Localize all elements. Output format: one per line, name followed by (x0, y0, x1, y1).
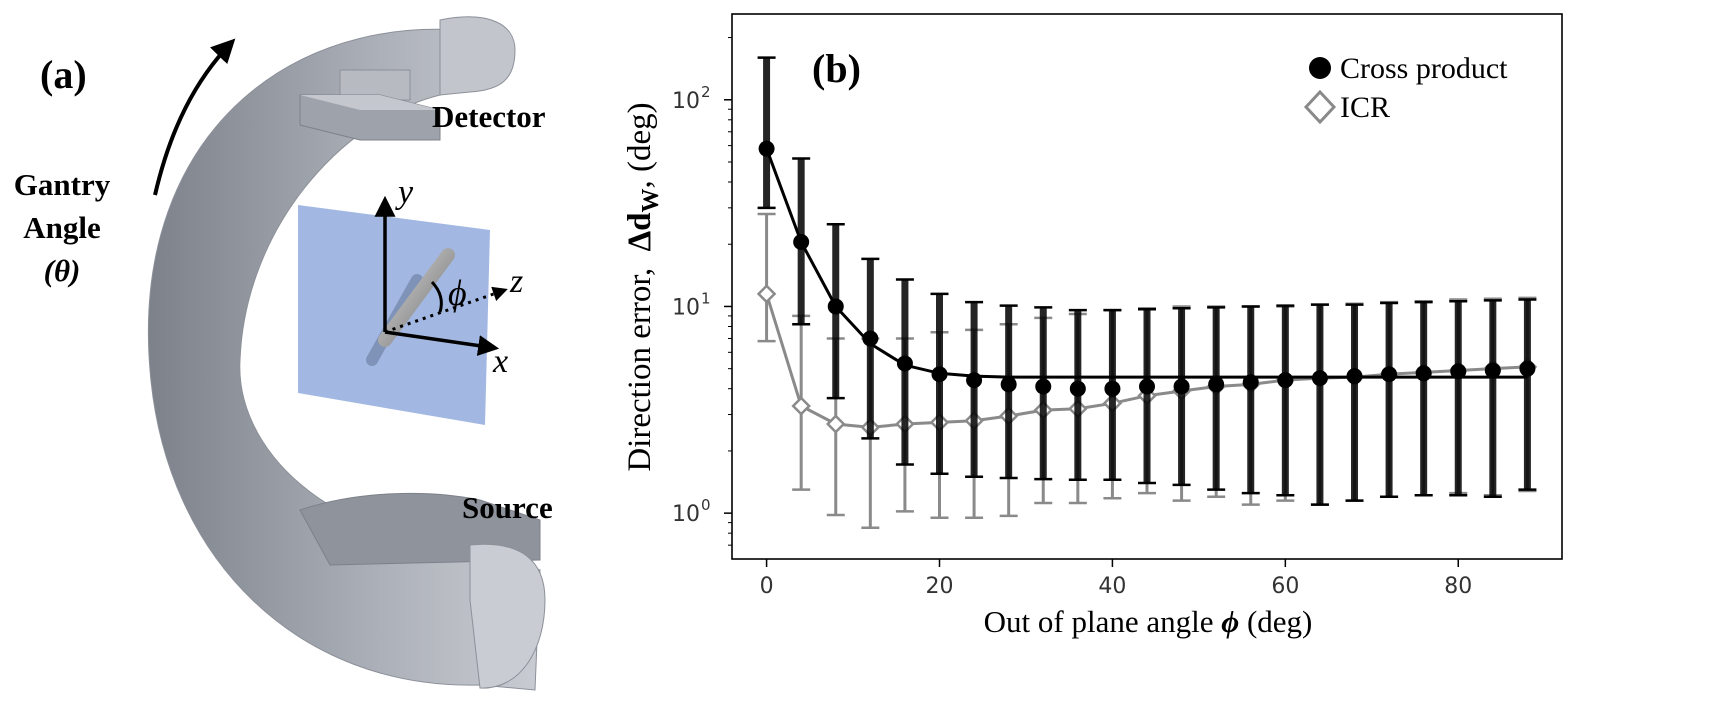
y-tick-label-exponent: 0 (701, 496, 711, 514)
x-axis-label: Out of plane angle ϕ (deg) (984, 604, 1313, 639)
rotation-arrow (153, 38, 236, 196)
data-point-cross-product (1173, 378, 1190, 395)
data-point-cross-product (1415, 365, 1432, 382)
data-point-cross-product (966, 372, 983, 389)
data-point-cross-product (1519, 360, 1536, 377)
data-point-cross-product (1484, 362, 1501, 379)
series-cross-product (757, 56, 1537, 506)
y-axis-label: Direction error, ΔdW, (deg) (622, 102, 664, 471)
panel-a: (a) Gantry Angle (θ) Detector Source y z… (14, 16, 553, 691)
data-point-icr (756, 284, 777, 304)
gantry-bottom-cap (469, 543, 546, 689)
detector-top-face (300, 95, 440, 110)
y-tick-label: 10 (672, 502, 700, 527)
data-point-cross-product (896, 355, 913, 372)
gantry-label-line3: (θ) (44, 253, 81, 288)
panel-a-label: (a) (40, 52, 87, 97)
data-point-cross-product (1381, 366, 1398, 383)
y-tick-label: 10 (672, 89, 700, 114)
data-point-cross-product (931, 366, 948, 383)
legend: Cross product ICR (1303, 52, 1508, 125)
axis-z-line (384, 286, 508, 334)
gantry-label-line2: Angle (23, 210, 101, 245)
needle (378, 248, 455, 347)
data-point-cross-product (862, 330, 879, 347)
x-tick-label: 80 (1444, 574, 1472, 599)
legend-label-cross-product: Cross product (1340, 52, 1508, 85)
data-point-cross-product (1450, 363, 1467, 380)
data-point-cross-product (1311, 370, 1328, 387)
x-tick-label: 20 (926, 574, 954, 599)
axis-y-label: y (395, 174, 414, 211)
data-point-cross-product (1277, 372, 1294, 389)
x-tick-label: 0 (760, 574, 774, 599)
data-point-cross-product (758, 140, 775, 157)
y-tick-label: 10 (672, 295, 700, 320)
data-point-cross-product (827, 298, 844, 315)
y-tick-label-exponent: 2 (701, 83, 711, 101)
series-layer (756, 56, 1538, 529)
source-label: Source (462, 490, 553, 525)
data-point-cross-product (1104, 380, 1121, 397)
data-point-cross-product (1346, 368, 1363, 385)
x-axis-ticks: 0 20 40 60 80 (760, 559, 1472, 599)
data-point-cross-product (793, 234, 810, 251)
axis-x-label: x (492, 343, 508, 380)
x-tick-label: 40 (1098, 574, 1126, 599)
data-point-cross-product (1242, 374, 1259, 391)
data-point-cross-product (1035, 378, 1052, 395)
data-point-icr (825, 414, 846, 434)
data-point-icr (791, 396, 811, 416)
x-tick-label: 60 (1271, 574, 1299, 599)
gantry-label-line1: Gantry (14, 167, 111, 202)
panel-b-label: (b) (812, 46, 861, 91)
data-point-cross-product (1000, 376, 1017, 393)
gantry-c-arm (148, 28, 541, 691)
data-point-cross-product (1069, 380, 1086, 397)
data-point-cross-product (1139, 378, 1155, 395)
phi-label: ϕ (448, 273, 467, 313)
legend-marker-cross-product (1309, 57, 1331, 79)
y-tick-label-exponent: 1 (701, 289, 711, 307)
axis-x-line (384, 330, 500, 356)
axis-z-label: z (509, 263, 523, 300)
series-line-cross-product (765, 148, 1528, 379)
gantry-top-cap (439, 16, 516, 96)
legend-label-icr: ICR (1340, 91, 1390, 124)
plot-frame (731, 13, 1563, 560)
detector-label: Detector (432, 99, 546, 134)
data-point-cross-product (1208, 376, 1225, 393)
phi-arc (430, 280, 443, 313)
legend-marker-icr (1303, 89, 1337, 125)
